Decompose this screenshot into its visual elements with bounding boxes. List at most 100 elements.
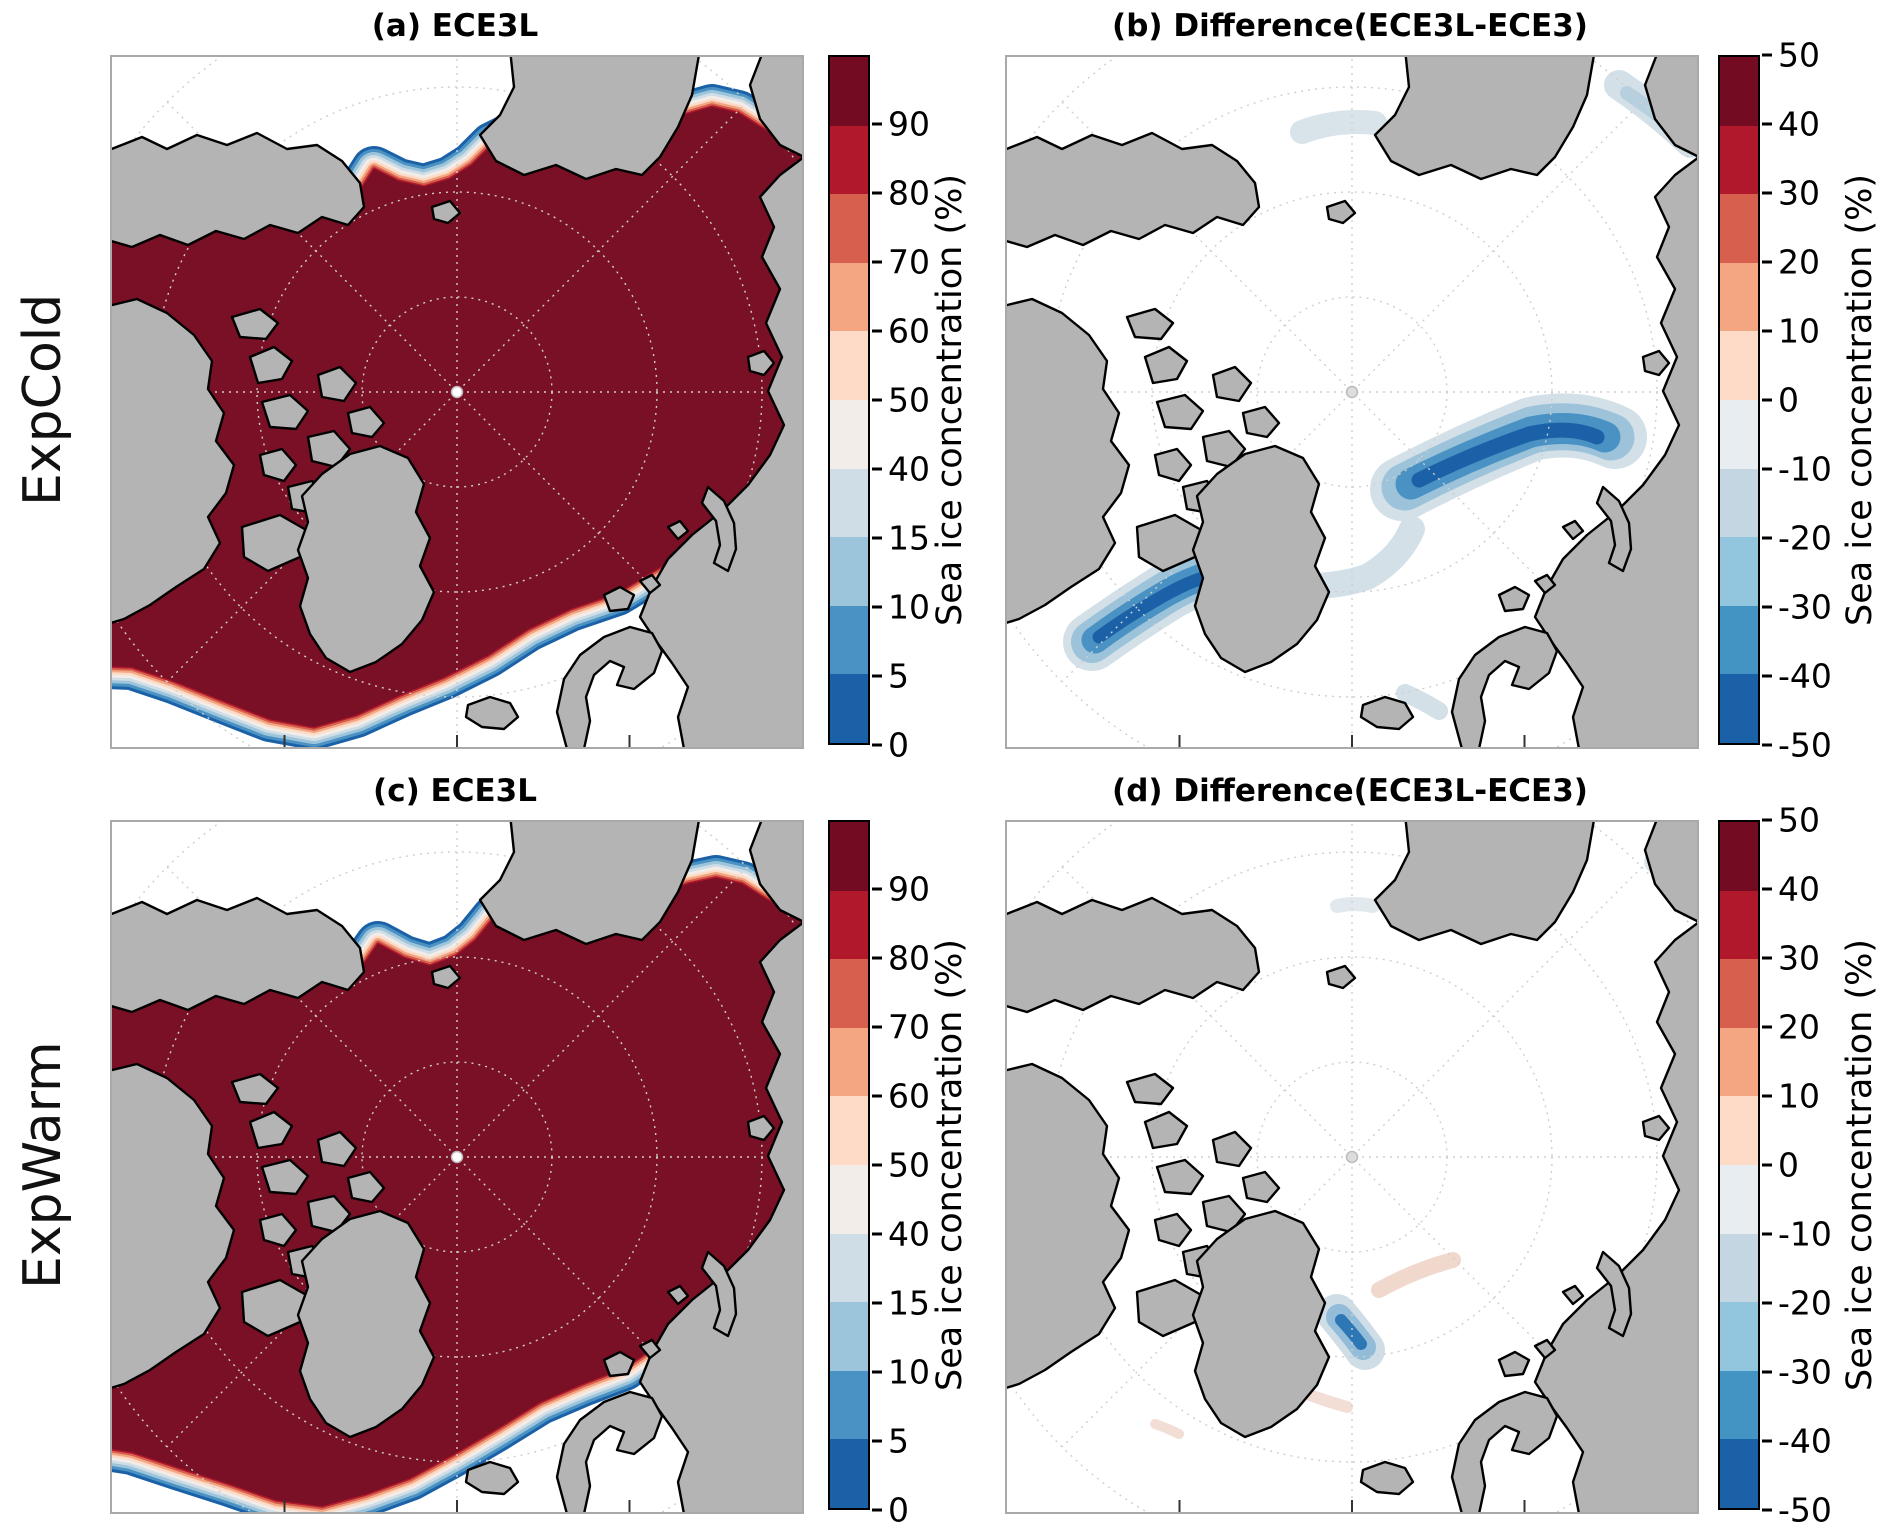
colorbar-tick-label: 40: [888, 449, 930, 489]
colorbar-tick-mark: [1762, 743, 1772, 747]
map-panel-d: [1005, 820, 1699, 1514]
colorbar-tick-label: -50: [1778, 1490, 1832, 1530]
map-panel-a: [110, 55, 804, 749]
colorbar-tick-label: 10: [1778, 311, 1820, 351]
colorbar-tick-label: 40: [1778, 869, 1820, 909]
colorbar-a: [828, 55, 870, 745]
colorbar-tick-mark: [872, 674, 882, 678]
colorbar-tick-label: 10: [1778, 1076, 1820, 1116]
colorbar-tick-label: 5: [888, 1421, 909, 1461]
colorbar-tick-mark: [872, 1025, 882, 1029]
colorbar-tick-label: -20: [1778, 1283, 1832, 1323]
panel-d-title: (d) Difference(ECE3L-ECE3): [1112, 773, 1588, 809]
colorbar-tick-label: -10: [1778, 1214, 1832, 1254]
colorbar-segment: [830, 399, 868, 469]
colorbar-tick-mark: [872, 329, 882, 333]
colorbar-tick-label: 90: [888, 104, 930, 144]
colorbar-tick-label: 80: [888, 938, 930, 978]
colorbar-d: [1718, 820, 1760, 1510]
colorbar-segment: [830, 262, 868, 332]
colorbar-segment: [830, 468, 868, 538]
colorbar-tick-label: 15: [888, 1283, 930, 1323]
colorbar-tick-mark: [872, 956, 882, 960]
colorbar-segment: [830, 959, 868, 1028]
colorbar-tick-label: -20: [1778, 518, 1832, 558]
map-d-svg: [1007, 822, 1697, 1512]
colorbar-tick-label: 50: [1778, 800, 1820, 840]
colorbar-tick-label: 40: [1778, 104, 1820, 144]
colorbar-tick-mark: [1762, 674, 1772, 678]
colorbar-tick-mark: [1762, 1232, 1772, 1236]
colorbar-tick-mark: [872, 1301, 882, 1305]
colorbar-segment: [1720, 1370, 1758, 1440]
colorbar-a-axis-label: Sea ice concentration (%): [930, 173, 970, 627]
colorbar-tick-mark: [872, 122, 882, 126]
colorbar-tick-mark: [872, 743, 882, 747]
colorbar-tick-mark: [1762, 536, 1772, 540]
colorbar-segment: [1720, 125, 1758, 195]
colorbar-segment: [830, 537, 868, 606]
colorbar-tick-label: 30: [1778, 938, 1820, 978]
colorbar-tick-label: 0: [1778, 1145, 1799, 1185]
colorbar-c: [828, 820, 870, 1510]
colorbar-segment: [1720, 1439, 1758, 1508]
colorbar-tick-label: 80: [888, 173, 930, 213]
colorbar-segment: [1720, 959, 1758, 1028]
panel-a-title: (a) ECE3L: [371, 8, 539, 44]
colorbar-b-axis-label: Sea ice concentration (%): [1840, 173, 1880, 627]
colorbar-tick-mark: [1762, 1094, 1772, 1098]
colorbar-tick-mark: [872, 260, 882, 264]
colorbar-tick-mark: [1762, 1370, 1772, 1374]
colorbar-tick-label: 50: [888, 1145, 930, 1185]
colorbar-segment: [1720, 331, 1758, 400]
colorbar-segment: [830, 1302, 868, 1371]
colorbar-tick-mark: [1762, 818, 1772, 822]
panel-b-title: (b) Difference(ECE3L-ECE3): [1112, 8, 1588, 44]
map-panel-b: [1005, 55, 1699, 749]
colorbar-segment: [830, 125, 868, 195]
colorbar-c-axis-label: Sea ice concentration (%): [930, 938, 970, 1392]
colorbar-segment: [830, 1027, 868, 1097]
colorbar-segment: [830, 1370, 868, 1440]
colorbar-tick-mark: [872, 1232, 882, 1236]
colorbar-tick-mark: [1762, 605, 1772, 609]
map-b-svg: [1007, 57, 1697, 747]
pole-marker-icon: [1345, 385, 1359, 399]
colorbar-tick-label: 50: [1778, 35, 1820, 75]
colorbar-segment: [830, 1096, 868, 1165]
row-label-expwarm: ExpWarm: [13, 1041, 73, 1289]
colorbar-d-axis-label: Sea ice concentration (%): [1840, 938, 1880, 1392]
colorbar-tick-label: 20: [1778, 1007, 1820, 1047]
colorbar-segment: [830, 1439, 868, 1508]
colorbar-tick-label: 60: [888, 1076, 930, 1116]
colorbar-tick-label: -40: [1778, 656, 1832, 696]
colorbar-tick-mark: [872, 398, 882, 402]
colorbar-tick-label: 70: [888, 1007, 930, 1047]
colorbar-segment: [830, 331, 868, 400]
pole-marker-icon: [1345, 1150, 1359, 1164]
colorbar-tick-label: -10: [1778, 449, 1832, 489]
colorbar-tick-label: -30: [1778, 587, 1832, 627]
colorbar-segment: [1720, 399, 1758, 469]
colorbar-tick-mark: [872, 605, 882, 609]
colorbar-segment: [1720, 468, 1758, 538]
colorbar-tick-mark: [872, 1094, 882, 1098]
colorbar-segment: [1720, 822, 1758, 891]
colorbar-tick-label: 70: [888, 242, 930, 282]
colorbar-segment: [830, 1233, 868, 1303]
panel-c-title: (c) ECE3L: [373, 773, 537, 809]
colorbar-tick-label: 5: [888, 656, 909, 696]
colorbar-tick-label: -50: [1778, 725, 1832, 765]
colorbar-tick-mark: [1762, 398, 1772, 402]
colorbar-tick-mark: [1762, 467, 1772, 471]
colorbar-segment: [1720, 1027, 1758, 1097]
colorbar-tick-mark: [1762, 1508, 1772, 1512]
colorbar-tick-label: 10: [888, 587, 930, 627]
colorbar-tick-label: -40: [1778, 1421, 1832, 1461]
colorbar-tick-mark: [1762, 887, 1772, 891]
colorbar-segment: [1720, 1096, 1758, 1165]
colorbar-segment: [830, 674, 868, 743]
colorbar-tick-label: 0: [888, 1490, 909, 1530]
colorbar-segment: [1720, 1164, 1758, 1234]
colorbar-segment: [1720, 1302, 1758, 1371]
